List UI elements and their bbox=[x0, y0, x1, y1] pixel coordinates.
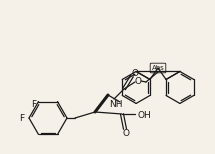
Text: Abs: Abs bbox=[152, 65, 164, 71]
Text: OH: OH bbox=[138, 111, 152, 120]
Text: O: O bbox=[132, 69, 138, 77]
Text: O: O bbox=[135, 77, 141, 85]
Text: F: F bbox=[31, 100, 36, 109]
Text: F: F bbox=[19, 113, 25, 122]
Text: NH: NH bbox=[109, 99, 123, 109]
FancyBboxPatch shape bbox=[150, 63, 166, 73]
Text: O: O bbox=[123, 128, 129, 138]
